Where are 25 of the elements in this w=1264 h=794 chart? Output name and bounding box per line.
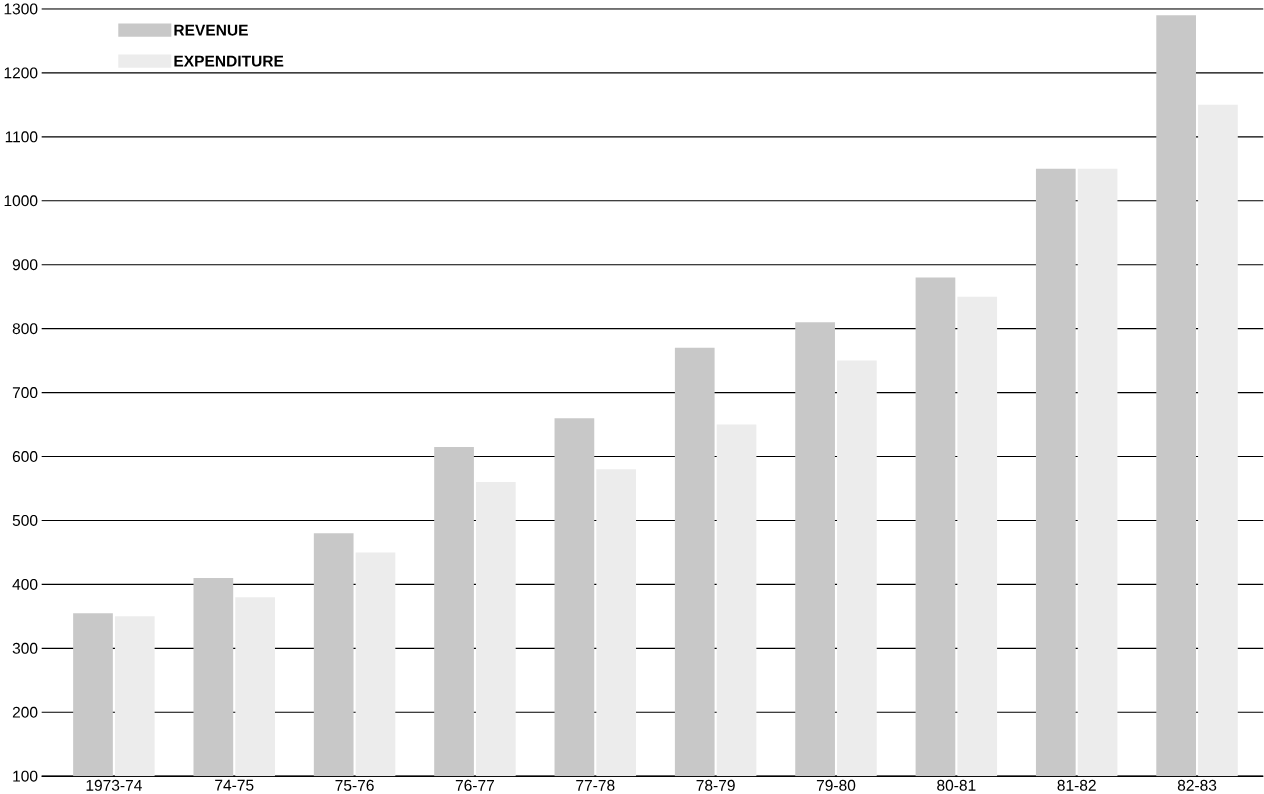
y-tick-label: 400 [12, 578, 38, 590]
x-tick-label: 79-80 [816, 779, 856, 791]
x-tick-label: 81-82 [1057, 779, 1096, 791]
x-tick-label: 80-81 [937, 779, 976, 791]
y-tick-label: 800 [12, 322, 38, 334]
y-tick-label: 600 [12, 450, 38, 462]
x-tick-label: 1973-74 [86, 779, 142, 791]
y-tick-label: 700 [12, 386, 38, 398]
legend-label: EXPENDITURE [174, 55, 284, 67]
y-tick-label: 1300 [4, 3, 38, 15]
x-tick-label: 82-83 [1177, 779, 1217, 791]
y-tick-label: 200 [12, 706, 38, 718]
y-tick-label: 1000 [4, 195, 38, 207]
x-tick-label: 74-75 [215, 779, 254, 791]
x-tick-label: 75-76 [335, 779, 374, 791]
legend-label: REVENUE [174, 24, 248, 36]
y-tick-label: 900 [12, 259, 38, 271]
y-tick-label: 100 [13, 770, 38, 782]
y-tick-label: 1200 [4, 67, 38, 79]
y-tick-label: 1100 [5, 131, 38, 143]
y-tick-label: 500 [12, 514, 38, 526]
x-tick-label: 78-79 [696, 779, 735, 791]
x-tick-label: 76-77 [455, 779, 495, 791]
y-tick-label: 300 [12, 642, 38, 654]
x-tick-label: 77-78 [576, 779, 615, 791]
